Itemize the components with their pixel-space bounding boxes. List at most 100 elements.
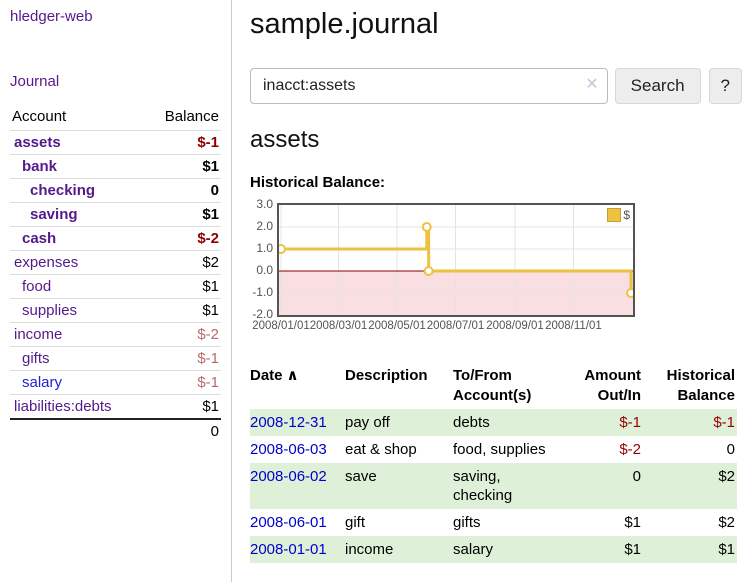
main-content: sample.journal ✕ Search ? assets Histori… (248, 0, 742, 563)
x-tick-label: 2008/05/01 (368, 320, 426, 332)
transaction-amount: $1 (624, 514, 641, 531)
account-balance: $-2 (145, 322, 221, 347)
transaction-balance: $2 (718, 514, 735, 531)
accounts-col-balance: Balance (164, 108, 219, 125)
transaction-row: 2008-06-02 save saving, checking 0 $2 (250, 463, 737, 509)
account-balance: $1 (145, 274, 221, 299)
transaction-description: eat & shop (345, 441, 417, 458)
account-heading: assets (250, 126, 320, 153)
transaction-amount: 0 (571, 463, 643, 509)
accounts-table: Account Balance assets $-1 bank $1 checking 0… (10, 104, 221, 443)
legend-label: $ (623, 208, 630, 222)
account-link-income[interactable]: income (14, 326, 63, 343)
account-balance: $-1 (145, 346, 221, 371)
sidebar: hledger-web Journal Account Balance asse… (0, 0, 232, 582)
transaction-date-link[interactable]: 2008-06-02 (250, 468, 327, 485)
transaction-row: 2008-01-01 income salary $1 $1 (250, 536, 737, 563)
account-link-saving[interactable]: saving (30, 206, 78, 223)
page-title: sample.journal (250, 8, 439, 40)
transaction-balance: 0 (726, 441, 735, 458)
account-link-expenses[interactable]: expenses (14, 254, 79, 271)
account-link-cash[interactable]: cash (22, 230, 57, 247)
account-row: income $-2 (10, 322, 221, 347)
transactions-table: Date ∧ Description To/From Account(s) Amount O… (250, 363, 737, 563)
transaction-description: pay off (345, 409, 453, 436)
x-tick-label: 2008/07/01 (426, 320, 485, 332)
transaction-date-link[interactable]: 2008-12-31 (250, 414, 327, 431)
transactions-col-historical: Historical Balance (666, 367, 735, 404)
account-row: saving $1 (10, 202, 221, 227)
y-tick-label: 0.0 (256, 263, 273, 277)
chart-plot-area: $ (277, 203, 635, 317)
transaction-accounts: food, supplies (453, 441, 546, 458)
transaction-balance: $1 (643, 536, 737, 563)
account-link-assets[interactable]: assets (14, 134, 61, 151)
y-tick-label: 2.0 (256, 219, 273, 233)
account-link-supplies[interactable]: supplies (22, 302, 78, 319)
transaction-row: 2008-06-01 gift gifts $1 $2 (250, 509, 737, 536)
account-row: food $1 (10, 274, 221, 299)
account-balance: 0 (145, 178, 221, 203)
account-link-checking[interactable]: checking (30, 182, 96, 199)
account-balance: $1 (145, 202, 221, 227)
sidebar-item-journal[interactable]: Journal (10, 73, 60, 90)
account-row: assets $-1 (10, 130, 221, 155)
transaction-date-link[interactable]: 2008-01-01 (250, 541, 327, 558)
transactions-col-date[interactable]: Date ∧ (250, 367, 299, 384)
account-row: gifts $-1 (10, 346, 221, 371)
account-balance: $2 (145, 250, 221, 275)
account-row: checking 0 (10, 178, 221, 203)
account-row: bank $1 (10, 154, 221, 179)
transaction-date-link[interactable]: 2008-06-03 (250, 441, 327, 458)
y-tick-label: 1.0 (256, 241, 273, 255)
transactions-col-amount: Amount Out/In (584, 367, 641, 404)
account-link-bank[interactable]: bank (22, 158, 58, 175)
transaction-amount: $-2 (619, 441, 641, 458)
transactions-col-description: Description (345, 367, 428, 384)
search-button[interactable]: Search (614, 68, 701, 104)
transaction-balance: $2 (643, 463, 737, 509)
help-button[interactable]: ? (708, 68, 742, 104)
clear-search-icon[interactable]: ✕ (585, 76, 599, 93)
legend-swatch-icon (607, 208, 622, 222)
x-tick-label: 2008/09/01 (486, 320, 544, 332)
account-row: cash $-2 (10, 226, 221, 251)
transaction-accounts: gifts (453, 514, 481, 531)
transaction-row: 2008-12-31 pay off debts $-1 $-1 (250, 409, 737, 436)
chart-canvas (279, 205, 633, 315)
search-input[interactable] (250, 68, 608, 104)
account-link-salary[interactable]: salary (22, 374, 63, 391)
x-tick-label: 2008/03/01 (309, 320, 368, 332)
y-tick-label: -1.0 (252, 285, 273, 299)
accounts-total-row: 0 (10, 418, 221, 443)
account-balance: $-1 (145, 370, 221, 395)
account-row: salary $-1 (10, 370, 221, 395)
transaction-description: save (345, 463, 453, 509)
transactions-col-tofrom: To/From Account(s) (453, 367, 532, 404)
historical-balance-chart: $ 3.0 2.0 1.0 0.0 -1.0 -2.0 2008/01/01 2008/03… (248, 197, 668, 343)
transaction-row: 2008-06-03 eat & shop food, supplies $-2 0 (250, 436, 737, 463)
y-tick-label: 3.0 (256, 197, 273, 211)
accounts-total-value: 0 (145, 418, 221, 443)
sort-asc-icon[interactable]: ∧ (286, 367, 299, 384)
account-link-food[interactable]: food (22, 278, 52, 295)
transaction-amount: $-1 (571, 409, 643, 436)
x-tick-label: 2008/11/01 (545, 320, 602, 332)
search-bar: ✕ Search ? (250, 68, 742, 104)
account-link-liabilities-debts[interactable]: liabilities:debts (14, 398, 112, 415)
account-balance: $-1 (145, 130, 221, 155)
transaction-accounts: debts (453, 409, 571, 436)
app-brand-link[interactable]: hledger-web (10, 8, 93, 25)
transaction-balance: $-1 (643, 409, 737, 436)
transaction-date-link[interactable]: 2008-06-01 (250, 514, 327, 531)
account-balance: $1 (145, 394, 221, 419)
accounts-table-body: assets $-1 bank $1 checking 0 saving $1 cash $-2 e… (10, 130, 221, 419)
account-link-gifts[interactable]: gifts (22, 350, 50, 367)
account-row: liabilities:debts $1 (10, 394, 221, 419)
transactions-header-row: Date ∧ Description To/From Account(s) Amount O… (250, 363, 737, 409)
account-balance: $1 (145, 154, 221, 179)
transaction-amount: $1 (571, 536, 643, 563)
transaction-accounts: salary (453, 536, 571, 563)
account-balance: $-2 (145, 226, 221, 251)
transaction-accounts: saving, checking (453, 463, 571, 509)
